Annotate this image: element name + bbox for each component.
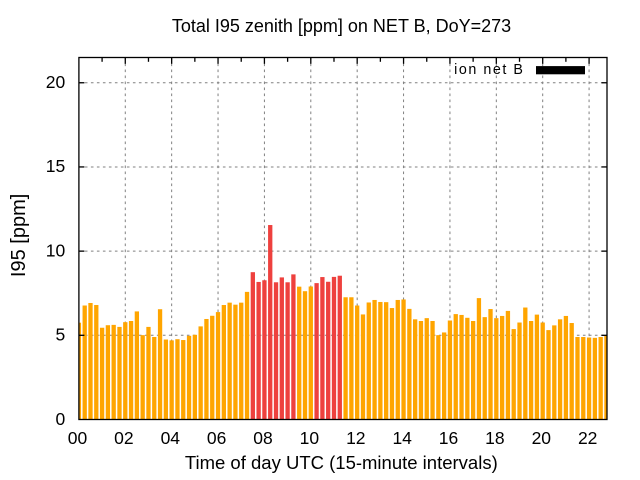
svg-text:5: 5 <box>55 325 65 345</box>
svg-text:08: 08 <box>253 428 272 448</box>
svg-text:06: 06 <box>207 428 226 448</box>
svg-text:12: 12 <box>346 428 365 448</box>
svg-text:15: 15 <box>46 156 65 176</box>
svg-text:Total I95 zenith [ppm] on NET: Total I95 zenith [ppm] on NET B, DoY=273 <box>172 16 511 36</box>
svg-text:10: 10 <box>300 428 320 448</box>
svg-text:ion net B: ion net B <box>454 62 524 78</box>
svg-text:20: 20 <box>532 428 552 448</box>
svg-text:02: 02 <box>114 428 133 448</box>
svg-text:14: 14 <box>392 428 412 448</box>
svg-text:04: 04 <box>161 428 181 448</box>
svg-text:I95 [ppm]: I95 [ppm] <box>8 194 30 277</box>
svg-text:22: 22 <box>578 428 597 448</box>
svg-text:10: 10 <box>46 240 66 260</box>
svg-text:00: 00 <box>68 428 88 448</box>
svg-text:20: 20 <box>46 72 66 92</box>
svg-text:18: 18 <box>485 428 504 448</box>
svg-text:16: 16 <box>439 428 458 448</box>
svg-text:Time of day UTC (15-minute int: Time of day UTC (15-minute intervals) <box>185 452 498 473</box>
svg-text:0: 0 <box>55 409 65 429</box>
